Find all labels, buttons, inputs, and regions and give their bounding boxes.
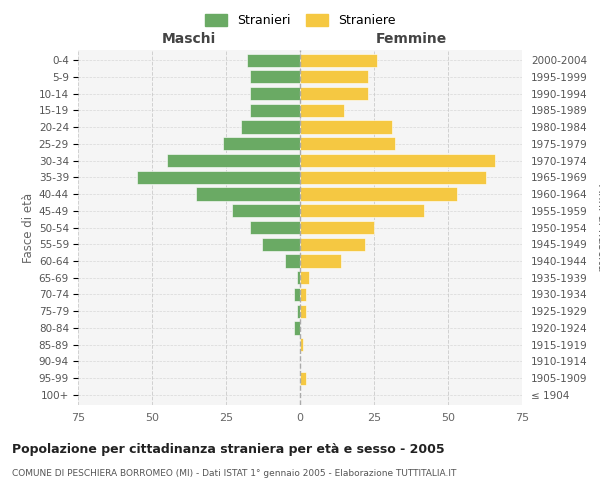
Bar	[137, 170, 300, 184]
Bar	[250, 70, 300, 84]
Bar	[300, 288, 306, 301]
Bar	[196, 188, 300, 200]
Bar	[300, 254, 341, 268]
Bar	[300, 188, 457, 200]
Bar	[294, 288, 300, 301]
Text: COMUNE DI PESCHIERA BORROMEO (MI) - Dati ISTAT 1° gennaio 2005 - Elaborazione TU: COMUNE DI PESCHIERA BORROMEO (MI) - Dati…	[12, 468, 457, 477]
Bar	[300, 120, 392, 134]
Bar	[250, 87, 300, 100]
Bar	[300, 170, 487, 184]
Legend: Stranieri, Straniere: Stranieri, Straniere	[199, 8, 401, 32]
Bar	[300, 338, 303, 351]
Bar	[223, 137, 300, 150]
Bar	[300, 304, 306, 318]
Bar	[300, 238, 365, 251]
Bar	[300, 221, 374, 234]
Bar	[300, 137, 395, 150]
Text: Popolazione per cittadinanza straniera per età e sesso - 2005: Popolazione per cittadinanza straniera p…	[12, 442, 445, 456]
Bar	[285, 254, 300, 268]
Bar	[294, 322, 300, 334]
Bar	[250, 104, 300, 117]
Y-axis label: Fasce di età: Fasce di età	[22, 192, 35, 262]
Text: Maschi: Maschi	[162, 32, 216, 46]
Bar	[232, 204, 300, 218]
Bar	[300, 204, 424, 218]
Bar	[262, 238, 300, 251]
Bar	[300, 104, 344, 117]
Bar	[297, 271, 300, 284]
Bar	[247, 54, 300, 66]
Bar	[300, 372, 306, 384]
Text: Femmine: Femmine	[376, 32, 446, 46]
Bar	[300, 70, 368, 84]
Bar	[167, 154, 300, 167]
Y-axis label: Anni di nascita: Anni di nascita	[595, 184, 600, 271]
Bar	[250, 221, 300, 234]
Bar	[300, 271, 309, 284]
Bar	[300, 54, 377, 66]
Bar	[241, 120, 300, 134]
Bar	[300, 87, 368, 100]
Bar	[300, 154, 496, 167]
Bar	[297, 304, 300, 318]
